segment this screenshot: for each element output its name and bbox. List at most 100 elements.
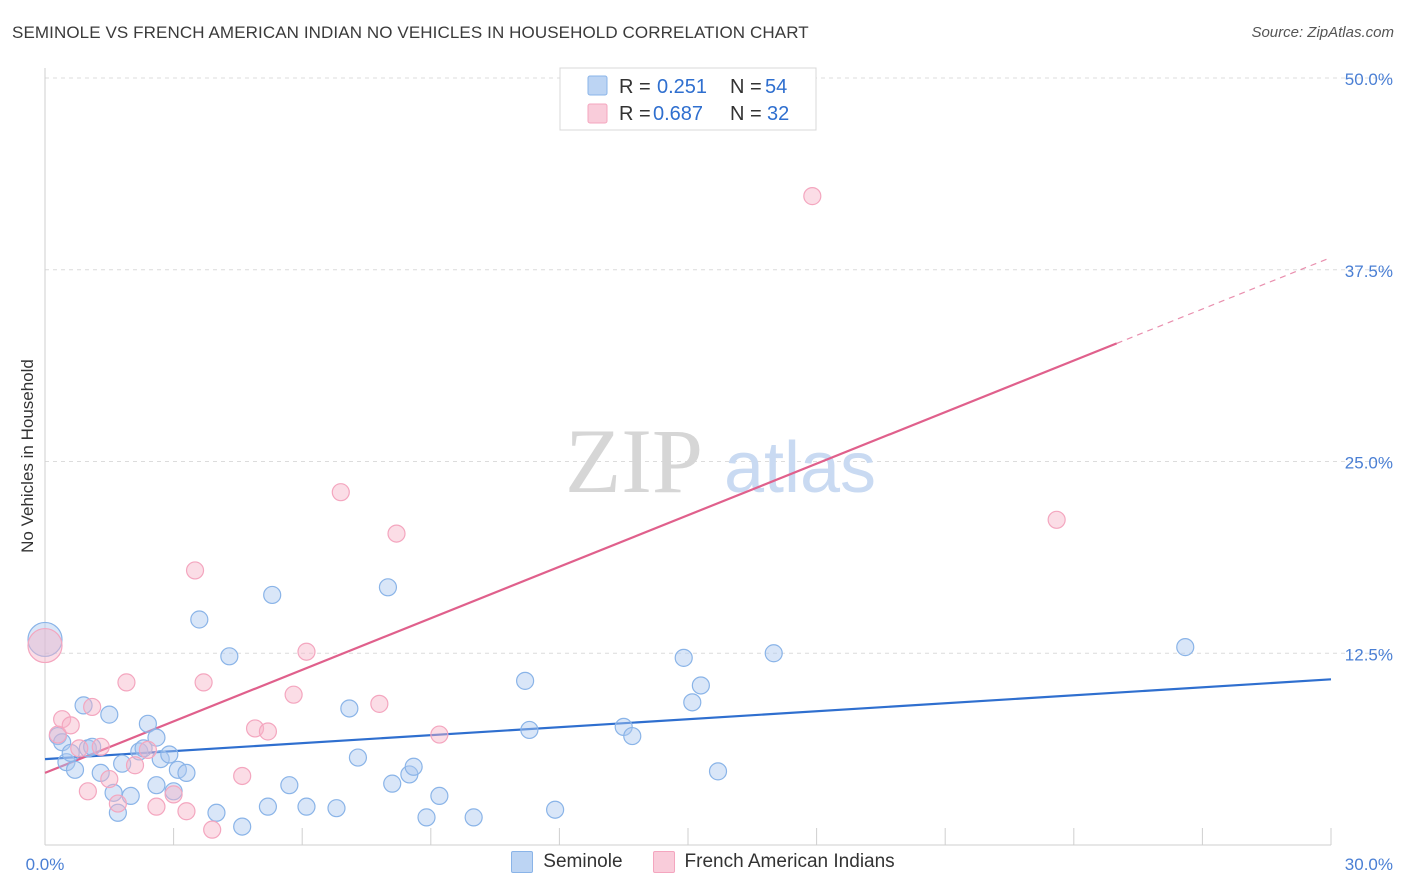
seminole-point bbox=[516, 671, 535, 690]
french-point bbox=[100, 769, 119, 789]
french-point bbox=[185, 561, 205, 580]
seminole-point bbox=[147, 776, 166, 795]
french-point bbox=[83, 697, 102, 717]
seminole-point bbox=[378, 578, 398, 597]
legend-box: R = 0.251 N = 54 R = 0.687 N = 32 bbox=[559, 67, 817, 131]
legend-r-value-french: 0.687 bbox=[653, 103, 703, 125]
french-point bbox=[430, 725, 449, 744]
seminole-point bbox=[404, 757, 423, 776]
legend-n-label: N = bbox=[730, 76, 762, 98]
seminole-point bbox=[258, 797, 278, 816]
french-point bbox=[177, 802, 196, 821]
axes bbox=[44, 68, 1332, 846]
legend-n-label: N = bbox=[730, 103, 762, 125]
y-tick-label: 37.5% bbox=[1345, 262, 1393, 281]
trend-lines bbox=[44, 256, 1332, 774]
french-point bbox=[203, 820, 222, 839]
french-point bbox=[91, 737, 110, 756]
seminole-point bbox=[464, 808, 483, 827]
seminole-point bbox=[108, 803, 127, 822]
seminole-point bbox=[280, 776, 299, 795]
french-point bbox=[108, 794, 127, 813]
french-point bbox=[147, 797, 166, 816]
x-tick-label: 0.0% bbox=[26, 855, 65, 874]
french-point bbox=[27, 627, 63, 664]
french-point bbox=[297, 642, 316, 661]
seminole-point bbox=[623, 726, 642, 746]
seminole-point bbox=[430, 786, 449, 806]
french-swatch bbox=[652, 851, 675, 873]
french-point bbox=[370, 694, 389, 713]
french-point bbox=[803, 187, 822, 206]
french-point bbox=[78, 782, 97, 801]
legend-n-value-french: 32 bbox=[767, 103, 789, 125]
french-point bbox=[117, 673, 136, 692]
legend-r-value-seminole: 0.251 bbox=[657, 76, 707, 98]
legend-n-value-seminole: 54 bbox=[765, 76, 787, 98]
french-point bbox=[70, 739, 89, 758]
french-trend-line bbox=[44, 342, 1118, 774]
seminole-point bbox=[61, 743, 80, 763]
seminole-point bbox=[147, 728, 166, 747]
seminole-point bbox=[177, 763, 196, 783]
seminole-point bbox=[708, 762, 728, 781]
bottom-legend: Seminole French American Indians bbox=[0, 851, 1406, 873]
gridlines bbox=[45, 77, 1392, 654]
legend-item-seminole: Seminole bbox=[511, 851, 623, 873]
seminole-point bbox=[207, 803, 226, 822]
french-point bbox=[164, 785, 183, 804]
french-trend-extension bbox=[1116, 256, 1332, 344]
legend-swatch-french bbox=[587, 103, 608, 124]
seminole-point bbox=[233, 817, 252, 836]
french-point bbox=[1047, 510, 1066, 529]
seminole-point bbox=[674, 648, 693, 667]
french-point bbox=[233, 766, 252, 786]
seminole-point bbox=[340, 699, 359, 718]
legend-r-label: R = bbox=[619, 103, 651, 125]
seminole-point bbox=[520, 720, 539, 740]
watermark-atlas: atlas bbox=[724, 428, 876, 508]
seminole-point bbox=[138, 714, 157, 733]
seminole-label: Seminole bbox=[543, 851, 623, 872]
legend-r-label: R = bbox=[619, 76, 651, 98]
french-point bbox=[284, 685, 303, 704]
seminole-point bbox=[65, 760, 85, 779]
french-point bbox=[125, 756, 145, 775]
seminole-point bbox=[348, 748, 368, 767]
seminole-point bbox=[100, 705, 119, 724]
french-point bbox=[61, 716, 80, 735]
seminole-point bbox=[220, 647, 239, 666]
french-label: French American Indians bbox=[684, 851, 895, 872]
legend-swatch-seminole bbox=[587, 75, 608, 96]
seminole-point bbox=[104, 783, 123, 802]
seminole-point bbox=[151, 749, 170, 769]
seminole-point bbox=[683, 693, 702, 712]
seminole-point bbox=[263, 585, 282, 605]
y-tick-label: 25.0% bbox=[1345, 454, 1393, 473]
legend-item-french: French American Indians bbox=[652, 851, 895, 873]
seminole-point bbox=[691, 676, 710, 695]
french-point bbox=[194, 673, 213, 692]
seminole-point bbox=[190, 610, 209, 629]
seminole-trend-line bbox=[44, 678, 1332, 761]
data-points bbox=[27, 187, 1195, 839]
seminole-point bbox=[297, 797, 316, 816]
french-point bbox=[258, 722, 278, 741]
chart-title: SEMINOLE VS FRENCH AMERICAN INDIAN NO VE… bbox=[12, 23, 809, 42]
seminole-point bbox=[327, 799, 346, 818]
source-label: Source: ZipAtlas.com bbox=[1251, 24, 1394, 41]
x-tick-label: 30.0% bbox=[1345, 855, 1393, 874]
seminole-point bbox=[383, 774, 402, 793]
seminole-point bbox=[546, 800, 565, 819]
y-tick-label: 12.5% bbox=[1345, 645, 1393, 664]
y-tick-label: 50.0% bbox=[1345, 70, 1393, 89]
french-point bbox=[387, 524, 406, 543]
seminole-point bbox=[764, 644, 783, 663]
seminole-point bbox=[417, 808, 436, 827]
seminole-point bbox=[1176, 638, 1195, 657]
seminole-point bbox=[160, 745, 179, 764]
french-point bbox=[138, 740, 157, 759]
french-point bbox=[331, 483, 350, 502]
watermark-zip: ZIP bbox=[565, 410, 703, 512]
